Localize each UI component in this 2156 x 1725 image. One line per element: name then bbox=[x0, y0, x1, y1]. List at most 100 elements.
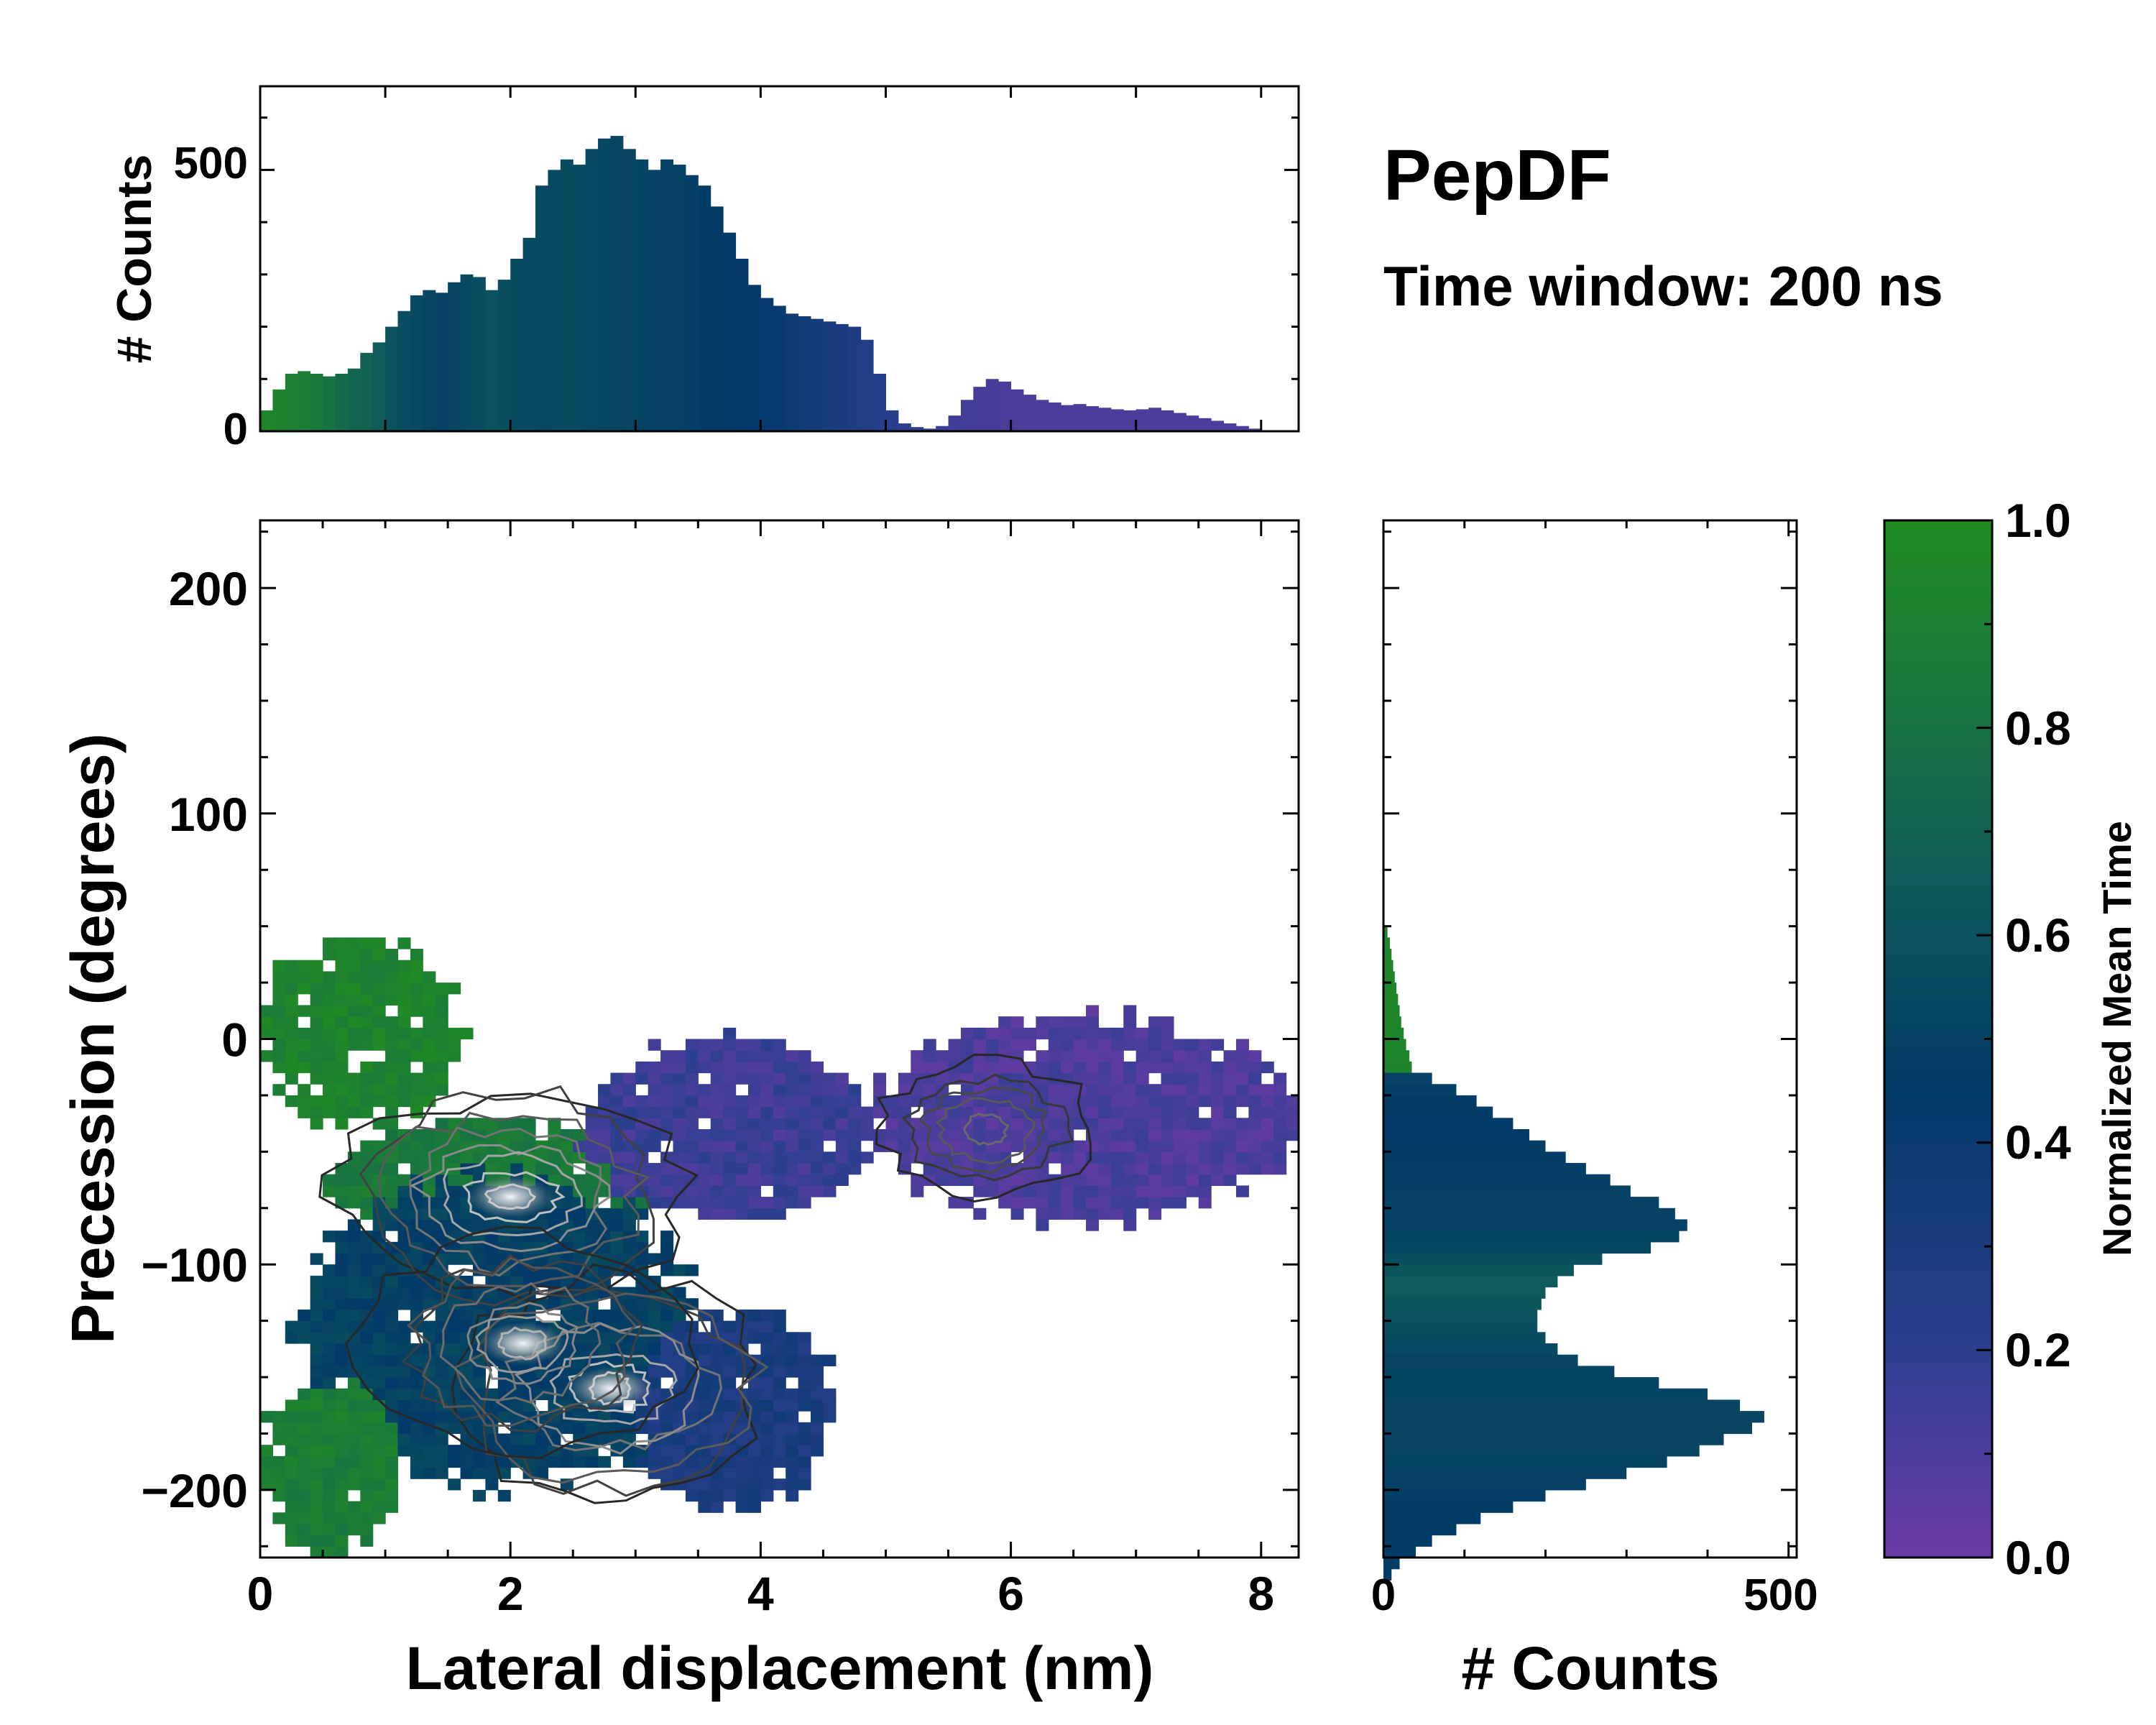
heatmap-cell bbox=[360, 1253, 374, 1265]
heatmap-cell bbox=[848, 1151, 862, 1164]
heatmap-cell bbox=[936, 1072, 949, 1085]
heatmap-cell bbox=[1135, 1174, 1149, 1187]
heatmap-cell bbox=[685, 1128, 699, 1141]
heatmap-cell bbox=[1235, 1128, 1249, 1141]
right-hist-bar bbox=[1383, 1084, 1457, 1096]
heatmap-cell bbox=[485, 1467, 499, 1479]
heatmap-cell bbox=[347, 1084, 361, 1096]
heatmap-cell bbox=[448, 1039, 461, 1051]
right-hist-bar bbox=[1383, 1377, 1659, 1389]
heatmap-cell bbox=[372, 1084, 386, 1096]
heatmap-cell bbox=[1098, 1061, 1112, 1074]
heatmap-cell bbox=[885, 1128, 899, 1141]
heatmap-cell bbox=[1010, 1039, 1024, 1051]
heatmap-cell bbox=[335, 1320, 349, 1333]
heatmap-cell bbox=[585, 1151, 599, 1164]
heatmap-cell bbox=[397, 1005, 411, 1017]
heatmap-cell bbox=[723, 1354, 737, 1366]
heatmap-cell bbox=[372, 1309, 386, 1322]
heatmap-cell bbox=[1048, 1039, 1061, 1051]
heatmap-cell bbox=[1135, 1128, 1149, 1141]
density-contour bbox=[344, 1225, 699, 1460]
heatmap-cell bbox=[360, 1478, 374, 1491]
heatmap-cell bbox=[811, 1140, 824, 1152]
heatmap-cell bbox=[786, 1489, 799, 1502]
heatmap-cell bbox=[1110, 1039, 1124, 1051]
heatmap-cell bbox=[1098, 1027, 1112, 1040]
main-ytick-label: −200 bbox=[141, 1464, 248, 1517]
heatmap-cell bbox=[747, 1174, 761, 1187]
heatmap-cell bbox=[397, 1027, 411, 1040]
heatmap-cell bbox=[522, 1433, 536, 1445]
heatmap-cell bbox=[585, 1174, 599, 1187]
heatmap-cell bbox=[372, 1354, 386, 1366]
right-hist-bar bbox=[1383, 1535, 1432, 1547]
heatmap-cell bbox=[911, 1061, 924, 1074]
heatmap-cell bbox=[673, 1185, 686, 1197]
heatmap-cell bbox=[1123, 1106, 1137, 1118]
heatmap-cell bbox=[760, 1128, 774, 1141]
heatmap-cell bbox=[372, 1253, 386, 1265]
heatmap-cell bbox=[1135, 1084, 1149, 1096]
heatmap-cell bbox=[573, 1422, 586, 1435]
heatmap-cell bbox=[298, 1309, 311, 1322]
heatmap-cell bbox=[760, 1455, 774, 1468]
heatmap-cell bbox=[773, 1084, 786, 1096]
heatmap-cell bbox=[310, 1287, 323, 1299]
heatmap-cell bbox=[1161, 1128, 1174, 1141]
heatmap-cell bbox=[1110, 1061, 1124, 1074]
heatmap-cell bbox=[1198, 1128, 1212, 1141]
heatmap-cell bbox=[535, 1298, 549, 1310]
heatmap-cell bbox=[786, 1061, 799, 1074]
heatmap-cell bbox=[1211, 1061, 1225, 1074]
heatmap-cell bbox=[548, 1230, 561, 1243]
heatmap-cell bbox=[648, 1128, 661, 1141]
heatmap-cell bbox=[1086, 1163, 1100, 1175]
heatmap-cell bbox=[1023, 1151, 1036, 1164]
heatmap-cell bbox=[1135, 1197, 1149, 1209]
heatmap-cell bbox=[298, 1467, 311, 1479]
heatmap-cell bbox=[1010, 1208, 1024, 1220]
heatmap-cell bbox=[1161, 1151, 1174, 1164]
heatmap-cell bbox=[435, 1163, 448, 1175]
heatmap-cell bbox=[298, 1005, 311, 1017]
heatmap-cell bbox=[260, 1050, 274, 1062]
heatmap-cell bbox=[323, 1411, 336, 1423]
heatmap-cell bbox=[835, 1163, 849, 1175]
heatmap-cell bbox=[685, 1061, 699, 1074]
heatmap-cell bbox=[786, 1197, 799, 1209]
heatmap-cell bbox=[1048, 1050, 1061, 1062]
heatmap-cell bbox=[310, 1275, 323, 1288]
heatmap-cell bbox=[272, 1084, 286, 1096]
right-hist-bar bbox=[1383, 1027, 1404, 1040]
heatmap-cell bbox=[1223, 1072, 1237, 1085]
heatmap-cell bbox=[1211, 1163, 1225, 1175]
heatmap-cell bbox=[285, 1467, 298, 1479]
right-hist-bar bbox=[1383, 1422, 1752, 1435]
heatmap-cell bbox=[510, 1118, 524, 1130]
heatmap-cell bbox=[798, 1197, 811, 1209]
heatmap-cell bbox=[1073, 1208, 1087, 1220]
heatmap-cell bbox=[385, 1320, 399, 1333]
heatmap-cell bbox=[1248, 1106, 1262, 1118]
heatmap-cell bbox=[272, 960, 286, 972]
heatmap-cell bbox=[1248, 1072, 1262, 1085]
heatmap-cell bbox=[710, 1084, 724, 1096]
heatmap-cell bbox=[1010, 1072, 1024, 1085]
right-hist-bar bbox=[1383, 1264, 1574, 1276]
heatmap-cell bbox=[435, 1050, 448, 1062]
heatmap-cell bbox=[1086, 1084, 1100, 1096]
heatmap-cell bbox=[385, 993, 399, 1006]
heatmap-cell bbox=[622, 1264, 636, 1276]
heatmap-cell bbox=[372, 1264, 386, 1276]
heatmap-cell bbox=[760, 1377, 774, 1389]
heatmap-cell bbox=[773, 1411, 786, 1423]
heatmap-cell bbox=[1135, 1140, 1149, 1152]
heatmap-cell bbox=[510, 1445, 524, 1457]
heatmap-cell bbox=[510, 1140, 524, 1152]
heatmap-cell bbox=[372, 1433, 386, 1445]
heatmap-cell bbox=[848, 1095, 862, 1108]
heatmap-cell bbox=[1223, 1061, 1237, 1074]
heatmap-cell bbox=[648, 1309, 661, 1322]
heatmap-cell bbox=[460, 1332, 474, 1344]
